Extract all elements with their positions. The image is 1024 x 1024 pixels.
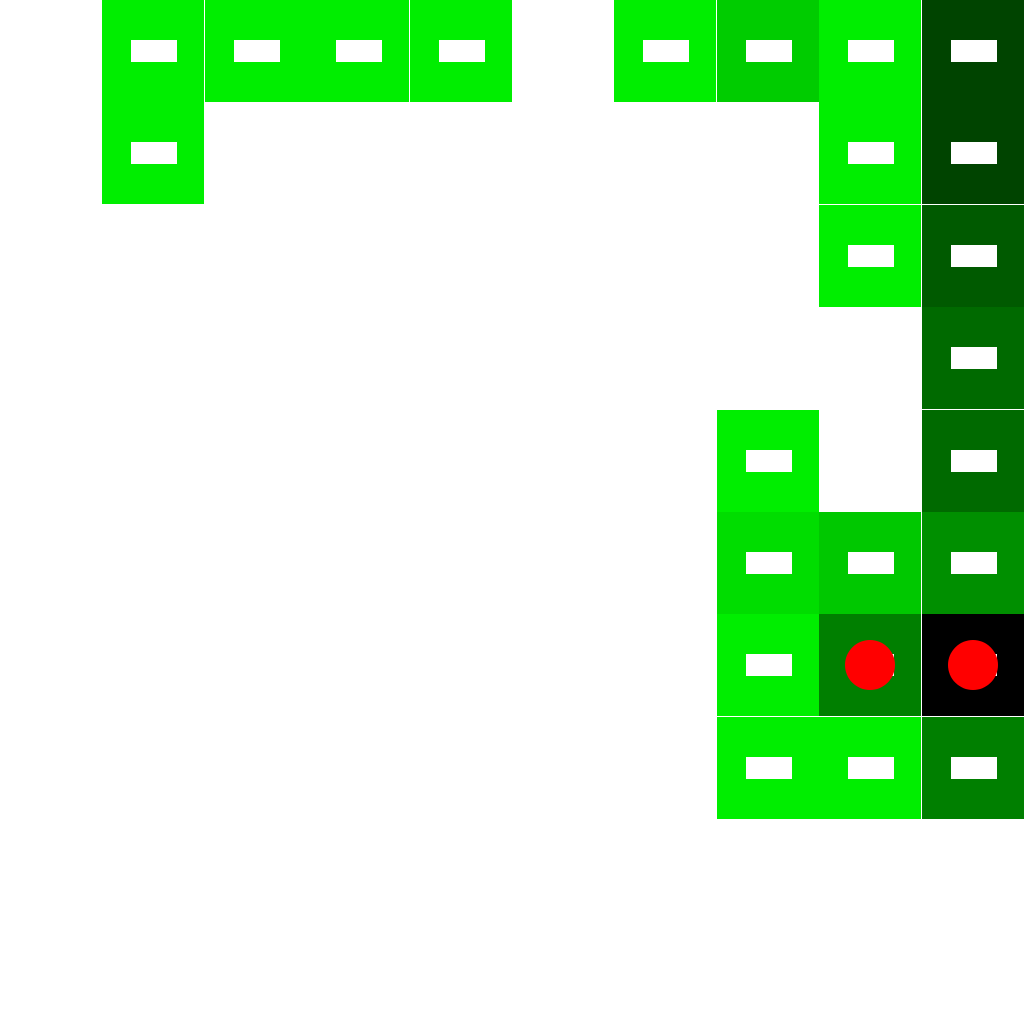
cell-bar-icon [746, 552, 792, 574]
cell-bar-icon [951, 757, 997, 779]
cell-bar-icon [746, 654, 792, 676]
grid-cell[interactable] [307, 0, 409, 102]
grid-cell[interactable] [614, 0, 716, 102]
cell-bar-icon [746, 40, 792, 62]
cell-bar-icon [336, 40, 382, 62]
cell-bar-icon [848, 40, 894, 62]
cell-bar-icon [951, 245, 997, 267]
grid-cell[interactable] [819, 717, 921, 819]
cell-bar-icon [951, 552, 997, 574]
grid-cell[interactable] [922, 410, 1024, 512]
grid-cell[interactable] [102, 0, 204, 102]
grid-cell[interactable] [819, 512, 921, 614]
cell-bar-icon [951, 450, 997, 472]
cell-bar-icon [131, 40, 177, 62]
cell-bar-icon [746, 757, 792, 779]
grid-cell[interactable] [717, 512, 819, 614]
grid-cell[interactable] [819, 102, 921, 204]
grid-cell[interactable] [922, 102, 1024, 204]
grid-cell[interactable] [717, 410, 819, 512]
cell-bar-icon [848, 552, 894, 574]
cell-bar-icon [439, 40, 485, 62]
cell-bar-icon [951, 347, 997, 369]
cell-bar-icon [951, 40, 997, 62]
grid-cell[interactable] [922, 614, 1024, 716]
grid-cell[interactable] [717, 0, 819, 102]
cell-bar-icon [643, 40, 689, 62]
cell-bar-icon [848, 245, 894, 267]
grid-cell[interactable] [922, 512, 1024, 614]
grid-cell[interactable] [922, 717, 1024, 819]
grid-cell[interactable] [102, 102, 204, 204]
cell-bar-icon [234, 40, 280, 62]
grid-cell[interactable] [819, 614, 921, 716]
red-marker-icon [845, 640, 895, 690]
grid-cell[interactable] [410, 0, 512, 102]
cell-bar-icon [951, 142, 997, 164]
grid-cell[interactable] [717, 717, 819, 819]
grid-cell[interactable] [205, 0, 307, 102]
grid-cell[interactable] [819, 0, 921, 102]
grid-cell[interactable] [922, 205, 1024, 307]
red-marker-icon [948, 640, 998, 690]
grid-cell[interactable] [922, 0, 1024, 102]
cell-bar-icon [848, 142, 894, 164]
grid-cell[interactable] [922, 307, 1024, 409]
grid-cell[interactable] [717, 614, 819, 716]
cell-bar-icon [746, 450, 792, 472]
grid-cell[interactable] [819, 205, 921, 307]
cell-bar-icon [848, 757, 894, 779]
cell-bar-icon [131, 142, 177, 164]
